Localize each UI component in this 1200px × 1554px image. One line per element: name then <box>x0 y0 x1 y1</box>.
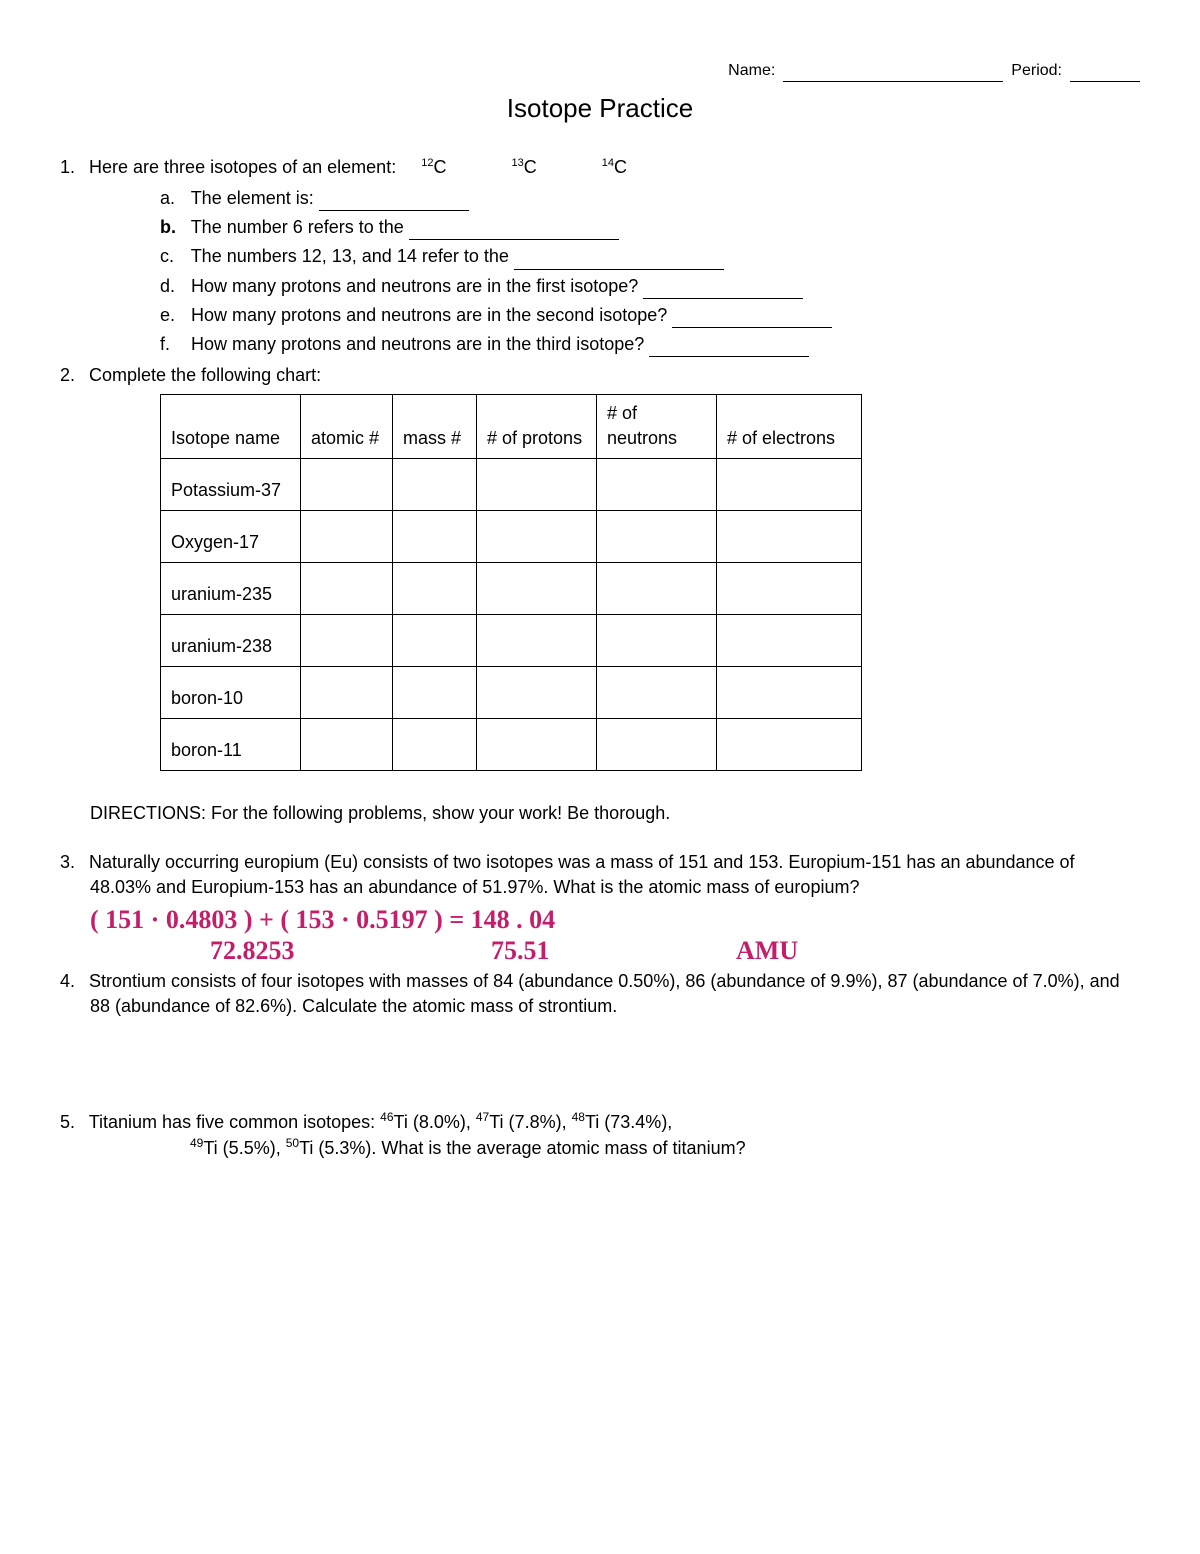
q5-number: 5. <box>60 1110 84 1135</box>
table-cell: uranium-235 <box>161 562 301 614</box>
table-row: uranium-235 <box>161 562 862 614</box>
q1-d: d. How many protons and neutrons are in … <box>160 274 1140 299</box>
q1-b: b. The number 6 refers to the <box>160 215 1140 240</box>
table-cell: boron-11 <box>161 718 301 770</box>
table-cell[interactable] <box>717 458 862 510</box>
table-cell[interactable] <box>597 458 717 510</box>
table-cell[interactable] <box>301 458 393 510</box>
q1-f: f. How many protons and neutrons are in … <box>160 332 1140 357</box>
table-cell: Oxygen-17 <box>161 510 301 562</box>
table-row: Potassium-37 <box>161 458 862 510</box>
table-cell[interactable] <box>477 562 597 614</box>
table-cell[interactable] <box>597 562 717 614</box>
isotope-2: 13C <box>511 155 536 180</box>
page-title: Isotope Practice <box>60 90 1140 126</box>
table-cell[interactable] <box>301 666 393 718</box>
q1-c-blank[interactable] <box>514 252 724 270</box>
table-cell[interactable] <box>477 718 597 770</box>
table-cell[interactable] <box>597 614 717 666</box>
table-cell: Potassium-37 <box>161 458 301 510</box>
table-cell[interactable] <box>393 666 477 718</box>
th-isotope-name: Isotope name <box>161 395 301 458</box>
q1-d-blank[interactable] <box>643 281 803 299</box>
table-cell: uranium-238 <box>161 614 301 666</box>
question-4: 4. Strontium consists of four isotopes w… <box>90 969 1140 1019</box>
table-cell[interactable] <box>597 718 717 770</box>
isotope-3: 14C <box>602 155 627 180</box>
table-cell[interactable] <box>393 614 477 666</box>
q1-number: 1. <box>60 155 84 180</box>
q5-text-prefix: Titanium has five common isotopes: <box>89 1112 380 1132</box>
table-cell[interactable] <box>301 562 393 614</box>
th-protons: # of protons <box>477 395 597 458</box>
table-cell[interactable] <box>717 718 862 770</box>
handwritten-work: ( 151 · 0.4803 ) + ( 153 · 0.5197 ) = 14… <box>90 904 1140 966</box>
question-3: 3. Naturally occurring europium (Eu) con… <box>90 850 1140 900</box>
table-cell[interactable] <box>301 718 393 770</box>
q1-e: e. How many protons and neutrons are in … <box>160 303 1140 328</box>
question-5: 5. Titanium has five common isotopes: 46… <box>90 1109 1140 1161</box>
table-cell[interactable] <box>393 458 477 510</box>
table-cell[interactable] <box>717 562 862 614</box>
table-cell[interactable] <box>301 614 393 666</box>
isotope-table: Isotope name atomic # mass # # of proton… <box>160 394 862 770</box>
period-label: Period: <box>1011 60 1062 82</box>
table-cell[interactable] <box>717 510 862 562</box>
q2-number: 2. <box>60 363 84 388</box>
th-atomic: atomic # <box>301 395 393 458</box>
table-cell[interactable] <box>393 510 477 562</box>
q3-text: Naturally occurring europium (Eu) consis… <box>89 852 1075 897</box>
q1-f-blank[interactable] <box>649 339 809 357</box>
th-neutrons: # of neutrons <box>597 395 717 458</box>
table-row: boron-10 <box>161 666 862 718</box>
table-cell[interactable] <box>477 666 597 718</box>
q2-text: Complete the following chart: <box>89 365 321 385</box>
q4-number: 4. <box>60 969 84 994</box>
directions-text: DIRECTIONS: For the following problems, … <box>90 801 1140 826</box>
table-row: uranium-238 <box>161 614 862 666</box>
period-blank[interactable] <box>1070 60 1140 82</box>
table-row: Oxygen-17 <box>161 510 862 562</box>
q1-a-blank[interactable] <box>319 193 469 211</box>
q1-c: c. The numbers 12, 13, and 14 refer to t… <box>160 244 1140 269</box>
q1-text: Here are three isotopes of an element: <box>89 157 396 177</box>
q1-b-blank[interactable] <box>409 222 619 240</box>
question-1: 1. Here are three isotopes of an element… <box>90 155 1140 357</box>
table-cell[interactable] <box>717 614 862 666</box>
q3-number: 3. <box>60 850 84 875</box>
q4-text: Strontium consists of four isotopes with… <box>89 971 1120 1016</box>
table-cell[interactable] <box>477 458 597 510</box>
table-cell[interactable] <box>477 510 597 562</box>
table-cell: boron-10 <box>161 666 301 718</box>
th-electrons: # of electrons <box>717 395 862 458</box>
table-cell[interactable] <box>597 510 717 562</box>
th-mass: mass # <box>393 395 477 458</box>
table-cell[interactable] <box>597 666 717 718</box>
table-row: boron-11 <box>161 718 862 770</box>
table-cell[interactable] <box>393 718 477 770</box>
q1-a: a. The element is: <box>160 186 1140 211</box>
table-cell[interactable] <box>477 614 597 666</box>
table-header-row: Isotope name atomic # mass # # of proton… <box>161 395 862 458</box>
question-2: 2. Complete the following chart: <box>90 363 1140 388</box>
name-blank[interactable] <box>783 60 1003 82</box>
header-line: Name: Period: <box>60 60 1140 82</box>
table-cell[interactable] <box>393 562 477 614</box>
table-cell[interactable] <box>717 666 862 718</box>
name-label: Name: <box>728 60 775 82</box>
q1-e-blank[interactable] <box>672 310 832 328</box>
table-cell[interactable] <box>301 510 393 562</box>
isotope-1: 12C <box>421 155 446 180</box>
